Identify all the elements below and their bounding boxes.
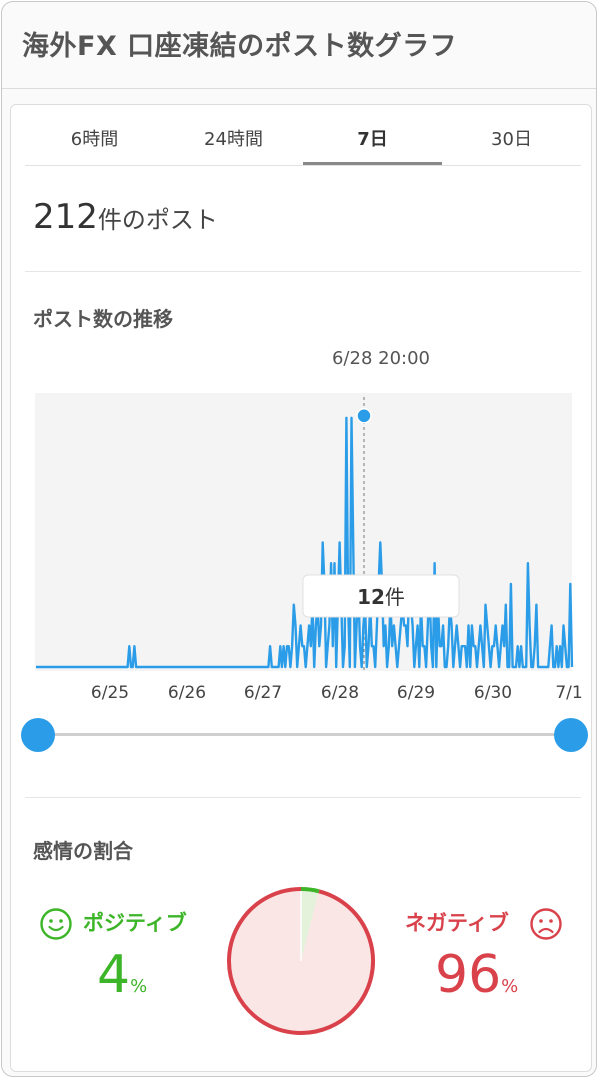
positive-unit: % (130, 976, 148, 997)
hover-point[interactable] (356, 408, 372, 424)
tab-24h[interactable]: 24時間 (204, 129, 263, 150)
tooltip-text: 12件 (357, 585, 405, 609)
tooltip-unit: 件 (385, 585, 405, 609)
negative-value: 96% (435, 945, 518, 1005)
range-start-handle[interactable] (21, 718, 55, 752)
positive-percent: 4 (97, 945, 131, 1005)
series-line (36, 416, 574, 669)
tooltip-box (302, 574, 460, 618)
negative-unit: % (501, 976, 519, 997)
page-title: 海外FX 口座凍結のポスト数グラフ (22, 31, 458, 62)
positive-slice (301, 887, 320, 961)
widget-header: 海外FX 口座凍結のポスト数グラフ (2, 2, 596, 89)
range-slider-track[interactable] (47, 733, 579, 736)
post-count: 212件のポスト (33, 197, 218, 237)
tab-7d[interactable]: 7日 (303, 117, 442, 165)
hover-time-label: 6/28 20:00 (331, 348, 430, 369)
x-tick-label: 6/28 (321, 683, 359, 703)
x-axis: 6/25 6/26 6/27 6/28 6/29 6/30 7/1 (91, 683, 583, 703)
range-end-handle[interactable] (554, 718, 588, 752)
tooltip-count: 12 (357, 585, 385, 609)
post-count-unit: 件のポスト (97, 206, 218, 234)
divider (25, 797, 581, 798)
plot-background (35, 393, 572, 671)
x-tick-label: 6/30 (474, 683, 512, 703)
negative-label: ネガティブ (405, 911, 509, 935)
tab-30d[interactable]: 30日 (491, 129, 532, 150)
tooltip: 12件 (302, 574, 460, 618)
period-tabs: 6時間 24時間 7日 30日 (25, 117, 581, 166)
negative-percent: 96 (435, 945, 502, 1005)
divider (25, 271, 581, 272)
negative-arc (227, 887, 375, 1035)
sentiment-title: 感情の割合 (33, 839, 133, 863)
post-trend-chart[interactable]: 6/25 6/26 6/27 6/28 6/29 6/30 7/1 12件 (11, 105, 593, 705)
frown-icon (530, 908, 562, 940)
x-tick-label: 7/1 (555, 683, 582, 703)
positive-arc (300, 886, 320, 894)
content-card: 6時間 24時間 7日 30日 212件のポスト ポスト数の推移 6/28 20… (10, 104, 592, 1072)
x-tick-label: 6/27 (244, 683, 282, 703)
sentiment-pie-chart (227, 886, 375, 1035)
post-count-number: 212 (33, 197, 98, 237)
x-tick-label: 6/25 (91, 683, 129, 703)
smile-icon (40, 908, 72, 940)
trend-title: ポスト数の推移 (33, 307, 173, 331)
tab-6h[interactable]: 6時間 (70, 129, 119, 150)
positive-label: ポジティブ (83, 911, 187, 935)
x-tick-label: 6/26 (168, 683, 206, 703)
positive-value: 4% (97, 945, 147, 1005)
x-tick-label: 6/29 (397, 683, 435, 703)
